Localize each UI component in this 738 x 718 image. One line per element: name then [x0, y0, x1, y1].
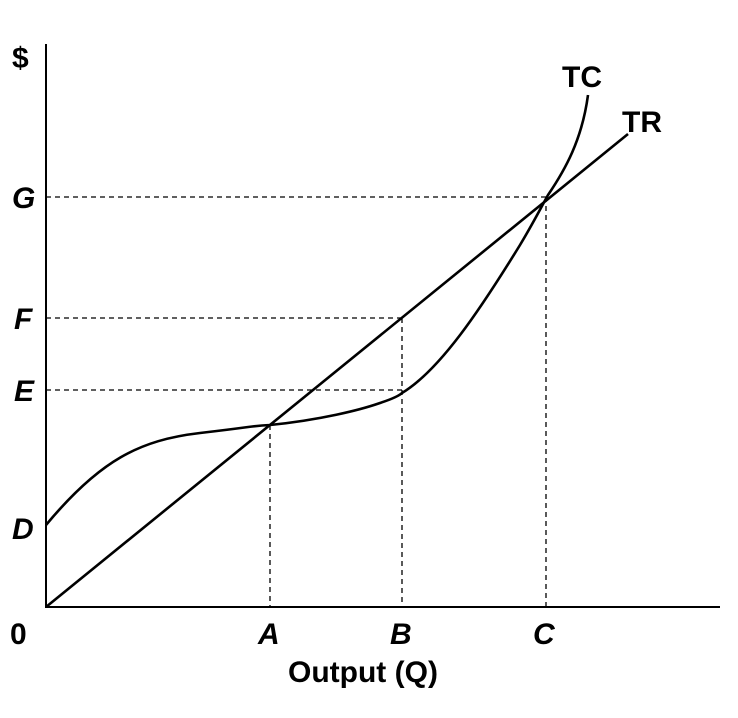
tc-label: TC: [562, 61, 602, 94]
y-tick-d: D: [12, 513, 34, 546]
tr-line: [45, 132, 629, 609]
x-axis-title: Output (Q): [288, 656, 438, 689]
y-tick-g: G: [12, 182, 35, 215]
tc-curve: [45, 94, 590, 526]
tr-label: TR: [622, 106, 662, 139]
y-tick-f: F: [14, 303, 33, 336]
x-tick-b: B: [390, 618, 412, 651]
y-tick-e: E: [14, 375, 35, 408]
x-tick-a: A: [257, 618, 280, 651]
origin-label: 0: [10, 618, 27, 651]
y-axis-symbol: $: [12, 42, 29, 75]
x-tick-c: C: [533, 618, 556, 651]
